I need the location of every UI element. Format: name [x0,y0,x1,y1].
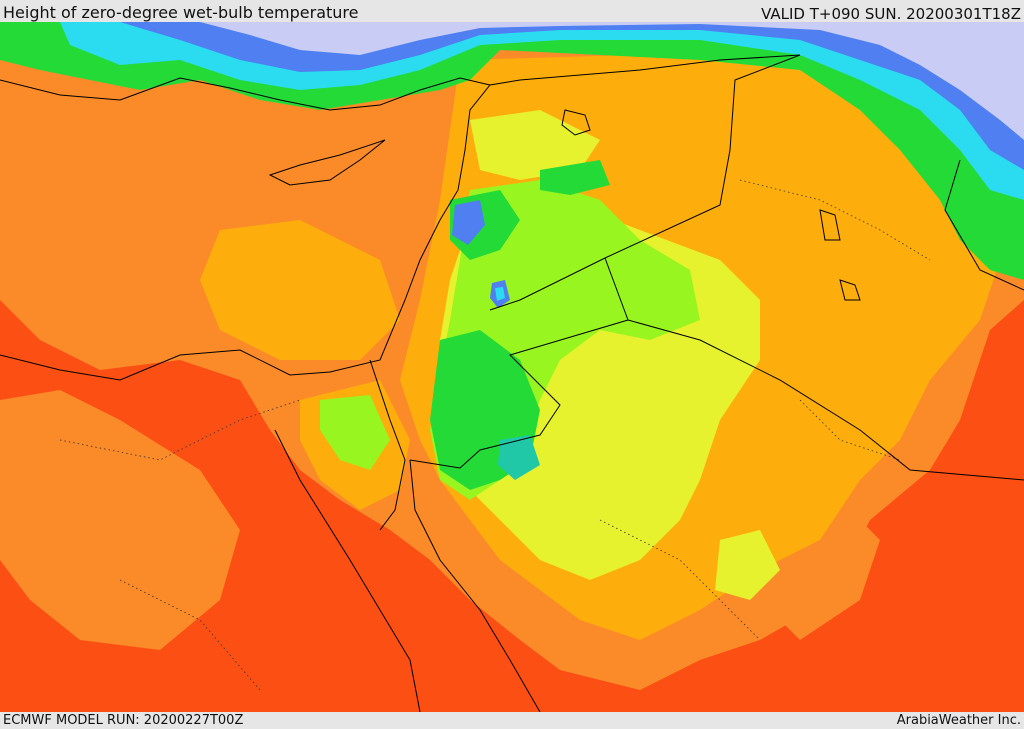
field-green-3 [540,160,610,195]
field-north-lavender [200,22,1024,140]
valid-time-label: VALID T+090 SUN. 20200301T18Z [761,5,1021,23]
internal-borders [59,179,931,691]
border-syria-iraq [489,54,801,311]
field-lime-2 [320,395,390,470]
coastline-levant [0,54,801,381]
gulf-islands [819,209,861,301]
field-north-green [0,22,1024,280]
field-yellow-2 [470,110,600,180]
coast-cyprus [268,139,386,186]
map-title: Height of zero-degree wet-bulb temperatu… [3,3,359,22]
coast-red-sea [274,429,421,712]
border-jordan-saudi [409,257,629,469]
map-canvas [0,22,1024,712]
map-header: Height of zero-degree wet-bulb temperatu… [0,0,1024,23]
field-cyan-golan [495,287,505,301]
coastline-turkey [0,77,491,111]
lake-van [561,109,591,136]
field-blue-lebanon [452,200,485,245]
field-yellow-3 [715,530,780,600]
borders [0,54,1024,712]
coast-gulf-suez [369,359,406,531]
border-iraq-saudi [627,319,1024,481]
field-teal [498,435,540,480]
coast-aqaba [409,459,541,712]
model-run-label: ECMWF MODEL RUN: 20200227T00Z [3,713,244,728]
weather-map[interactable] [0,22,1024,712]
credit-label: ArabiaWeather Inc. [896,713,1021,728]
coast-arabia-east [944,159,1024,291]
map-footer: ECMWF MODEL RUN: 20200227T00Z ArabiaWeat… [0,712,1024,729]
field-orange-2 [0,390,240,650]
field-amber-west [200,220,400,360]
field-north-blue [120,22,1024,170]
